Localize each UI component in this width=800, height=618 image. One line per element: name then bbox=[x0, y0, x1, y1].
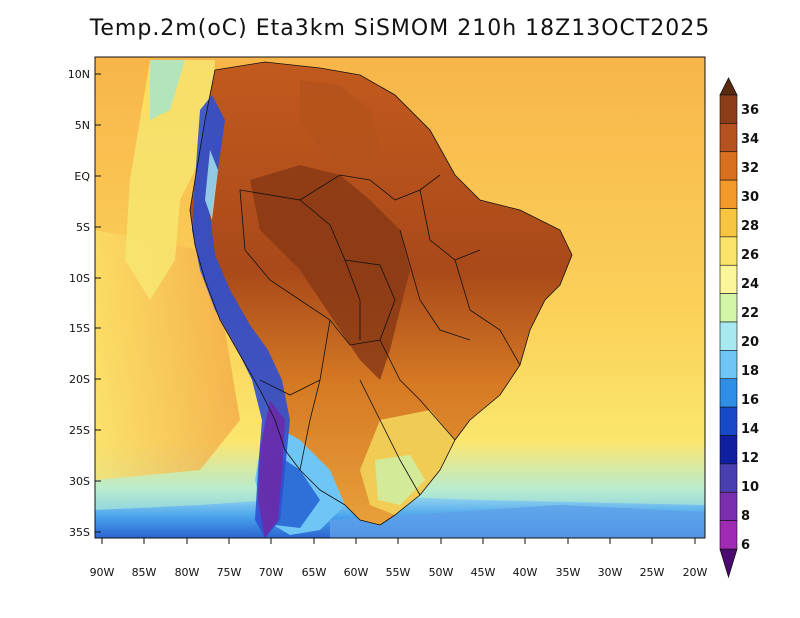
lon-label: 40W bbox=[513, 566, 538, 579]
colorbar-swatch bbox=[719, 435, 738, 465]
lon-label: 60W bbox=[344, 566, 369, 579]
colorbar-swatch bbox=[719, 123, 738, 153]
colorbar-label: 10 bbox=[741, 480, 759, 495]
lat-label: 15S bbox=[69, 322, 90, 335]
colorbar-label: 14 bbox=[741, 422, 759, 437]
lon-label: 55W bbox=[386, 566, 411, 579]
lat-label: 5N bbox=[75, 119, 90, 132]
lat-label: 25S bbox=[69, 424, 90, 437]
lon-axis: 90W 85W 80W 75W 70W 65W 60W 55W 50W 45W … bbox=[90, 538, 708, 579]
colorbar-label: 36 bbox=[741, 103, 759, 118]
colorbar-top-arrow bbox=[719, 77, 738, 96]
colorbar-swatch bbox=[719, 94, 738, 124]
colorbar-swatch bbox=[719, 350, 738, 380]
colorbar-swatch bbox=[719, 151, 738, 181]
lon-label: 25W bbox=[640, 566, 665, 579]
colorbar-swatch bbox=[719, 236, 738, 266]
lat-label: 20S bbox=[69, 373, 90, 386]
lat-label: 5S bbox=[76, 221, 90, 234]
political-boundaries bbox=[189, 61, 573, 526]
colorbar-swatch bbox=[719, 293, 738, 323]
colorbar: 36 34 32 30 28 26 24 22 20 18 16 14 12 1… bbox=[719, 77, 759, 579]
colorbar-swatch bbox=[719, 463, 738, 493]
lat-label: 35S bbox=[69, 526, 90, 539]
colorbar-label: 16 bbox=[741, 393, 759, 408]
colorbar-swatch bbox=[719, 264, 738, 294]
lon-label: 30W bbox=[598, 566, 623, 579]
colorbar-bottom-arrow bbox=[719, 548, 738, 579]
colorbar-label: 26 bbox=[741, 248, 759, 263]
lat-label: 10N bbox=[68, 68, 90, 81]
map-domain bbox=[95, 57, 705, 538]
colorbar-label: 22 bbox=[741, 306, 759, 321]
lon-label: 75W bbox=[217, 566, 242, 579]
colorbar-swatch bbox=[719, 321, 738, 351]
colorbar-swatch bbox=[719, 520, 738, 550]
lon-label: 20W bbox=[683, 566, 708, 579]
colorbar-label: 18 bbox=[741, 364, 759, 379]
lat-label: EQ bbox=[74, 170, 90, 183]
map-frame bbox=[94, 56, 706, 539]
lon-label: 35W bbox=[556, 566, 581, 579]
colorbar-swatch bbox=[719, 406, 738, 436]
colorbar-label: 28 bbox=[741, 219, 759, 234]
map-title: Temp.2m(oC) Eta3km SiSMOM 210h 18Z13OCT2… bbox=[89, 16, 711, 41]
colorbar-label: 8 bbox=[741, 509, 750, 524]
lat-label: 30S bbox=[69, 475, 90, 488]
lat-label: 10S bbox=[69, 272, 90, 285]
lat-axis: 10N 5N EQ 5S 10S 15S 20S 25S 30S 35S bbox=[68, 68, 101, 539]
lon-label: 45W bbox=[471, 566, 496, 579]
colorbar-label: 30 bbox=[741, 190, 759, 205]
colorbar-swatch bbox=[719, 491, 738, 521]
colorbar-swatch bbox=[719, 378, 738, 408]
colorbar-label: 32 bbox=[741, 161, 759, 176]
lon-label: 65W bbox=[302, 566, 327, 579]
colorbar-label: 12 bbox=[741, 451, 759, 466]
lon-label: 70W bbox=[259, 566, 284, 579]
lon-label: 80W bbox=[175, 566, 200, 579]
lon-label: 90W bbox=[90, 566, 115, 579]
colorbar-label: 24 bbox=[741, 277, 759, 292]
lon-label: 85W bbox=[132, 566, 157, 579]
lon-label: 50W bbox=[429, 566, 454, 579]
colorbar-swatch bbox=[719, 179, 738, 209]
colorbar-label: 6 bbox=[741, 538, 750, 553]
colorbar-label: 34 bbox=[741, 132, 759, 147]
colorbar-label: 20 bbox=[741, 335, 759, 350]
colorbar-swatch bbox=[719, 208, 738, 238]
